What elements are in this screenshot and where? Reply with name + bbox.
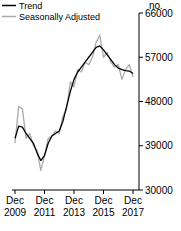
y-tick <box>139 145 143 146</box>
y-tick-label: 57000 <box>145 52 173 63</box>
plot-area <box>15 35 133 170</box>
y-axis-label: no. <box>149 0 163 11</box>
series-line <box>15 46 133 161</box>
x-tick-label: Dec2013 <box>63 195 86 218</box>
legend-swatch <box>2 16 16 18</box>
x-tick <box>74 190 75 194</box>
x-tick <box>15 190 16 194</box>
y-tick-label: 30000 <box>145 185 173 196</box>
y-tick <box>139 13 143 14</box>
x-tick <box>103 190 104 194</box>
y-tick-label: 39000 <box>145 140 173 151</box>
y-tick <box>139 101 143 102</box>
y-tick-label: 48000 <box>145 96 173 107</box>
x-tick-label: Dec2017 <box>122 195 145 218</box>
x-tick-label: Dec2011 <box>34 195 56 218</box>
x-tick-label: Dec2009 <box>4 195 27 218</box>
x-tick-label: Dec2015 <box>92 195 115 218</box>
x-tick <box>44 190 45 194</box>
x-axis <box>12 190 139 191</box>
series-line <box>15 35 133 170</box>
y-tick <box>139 57 143 58</box>
legend-swatch <box>2 5 16 7</box>
legend-label: Seasonally Adjusted <box>19 12 100 22</box>
x-tick <box>133 190 134 194</box>
y-tick <box>139 190 143 191</box>
legend-label: Trend <box>19 1 42 11</box>
